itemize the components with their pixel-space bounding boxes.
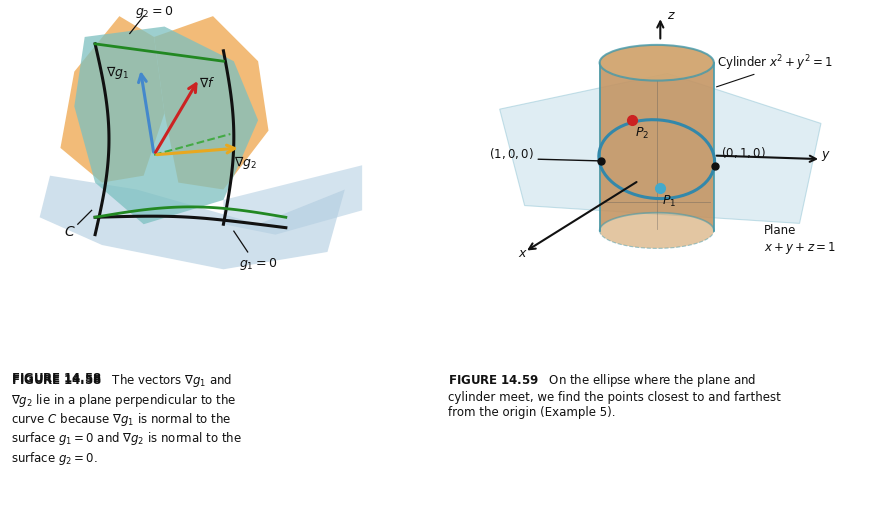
Text: $z$: $z$ <box>668 9 676 22</box>
Text: $(0, 1, 0)$: $(0, 1, 0)$ <box>721 144 766 159</box>
Ellipse shape <box>599 46 714 81</box>
Text: $g_2 = 0$: $g_2 = 0$ <box>135 5 173 20</box>
Polygon shape <box>60 17 165 183</box>
Text: $C$: $C$ <box>64 224 75 238</box>
Polygon shape <box>599 64 714 249</box>
Text: $\mathbf{FIGURE\ 14.59}$   On the ellipse where the plane and
cylinder meet, we : $\mathbf{FIGURE\ 14.59}$ On the ellipse … <box>448 372 781 418</box>
Text: $P_2$: $P_2$ <box>635 126 650 141</box>
Polygon shape <box>74 27 258 225</box>
Text: $P_1$: $P_1$ <box>662 193 676 209</box>
Polygon shape <box>500 74 821 224</box>
Text: $y$: $y$ <box>821 149 831 163</box>
Text: $x$: $x$ <box>518 246 528 259</box>
Text: Plane
$x + y + z = 1$: Plane $x + y + z = 1$ <box>763 224 836 255</box>
Polygon shape <box>599 46 714 231</box>
Text: $(1, 0, 0)$: $(1, 0, 0)$ <box>489 146 534 161</box>
Text: $\nabla g_2$: $\nabla g_2$ <box>234 154 257 171</box>
Polygon shape <box>39 176 345 270</box>
Polygon shape <box>223 166 362 235</box>
Text: $\bf{FIGURE\ 14.58}$: $\bf{FIGURE\ 14.58}$ <box>11 372 102 384</box>
Text: Cylinder $x^2 + y^2 = 1$: Cylinder $x^2 + y^2 = 1$ <box>717 53 832 73</box>
Text: $\nabla g_1$: $\nabla g_1$ <box>106 64 128 81</box>
Text: $\mathbf{FIGURE\ 14.58}$   The vectors $\nabla g_1$ and
$\nabla g_2$ lie in a pl: $\mathbf{FIGURE\ 14.58}$ The vectors $\n… <box>11 372 242 466</box>
Text: $g_1 = 0$: $g_1 = 0$ <box>239 256 277 271</box>
Text: $\nabla f$: $\nabla f$ <box>199 76 216 89</box>
Polygon shape <box>154 17 269 190</box>
